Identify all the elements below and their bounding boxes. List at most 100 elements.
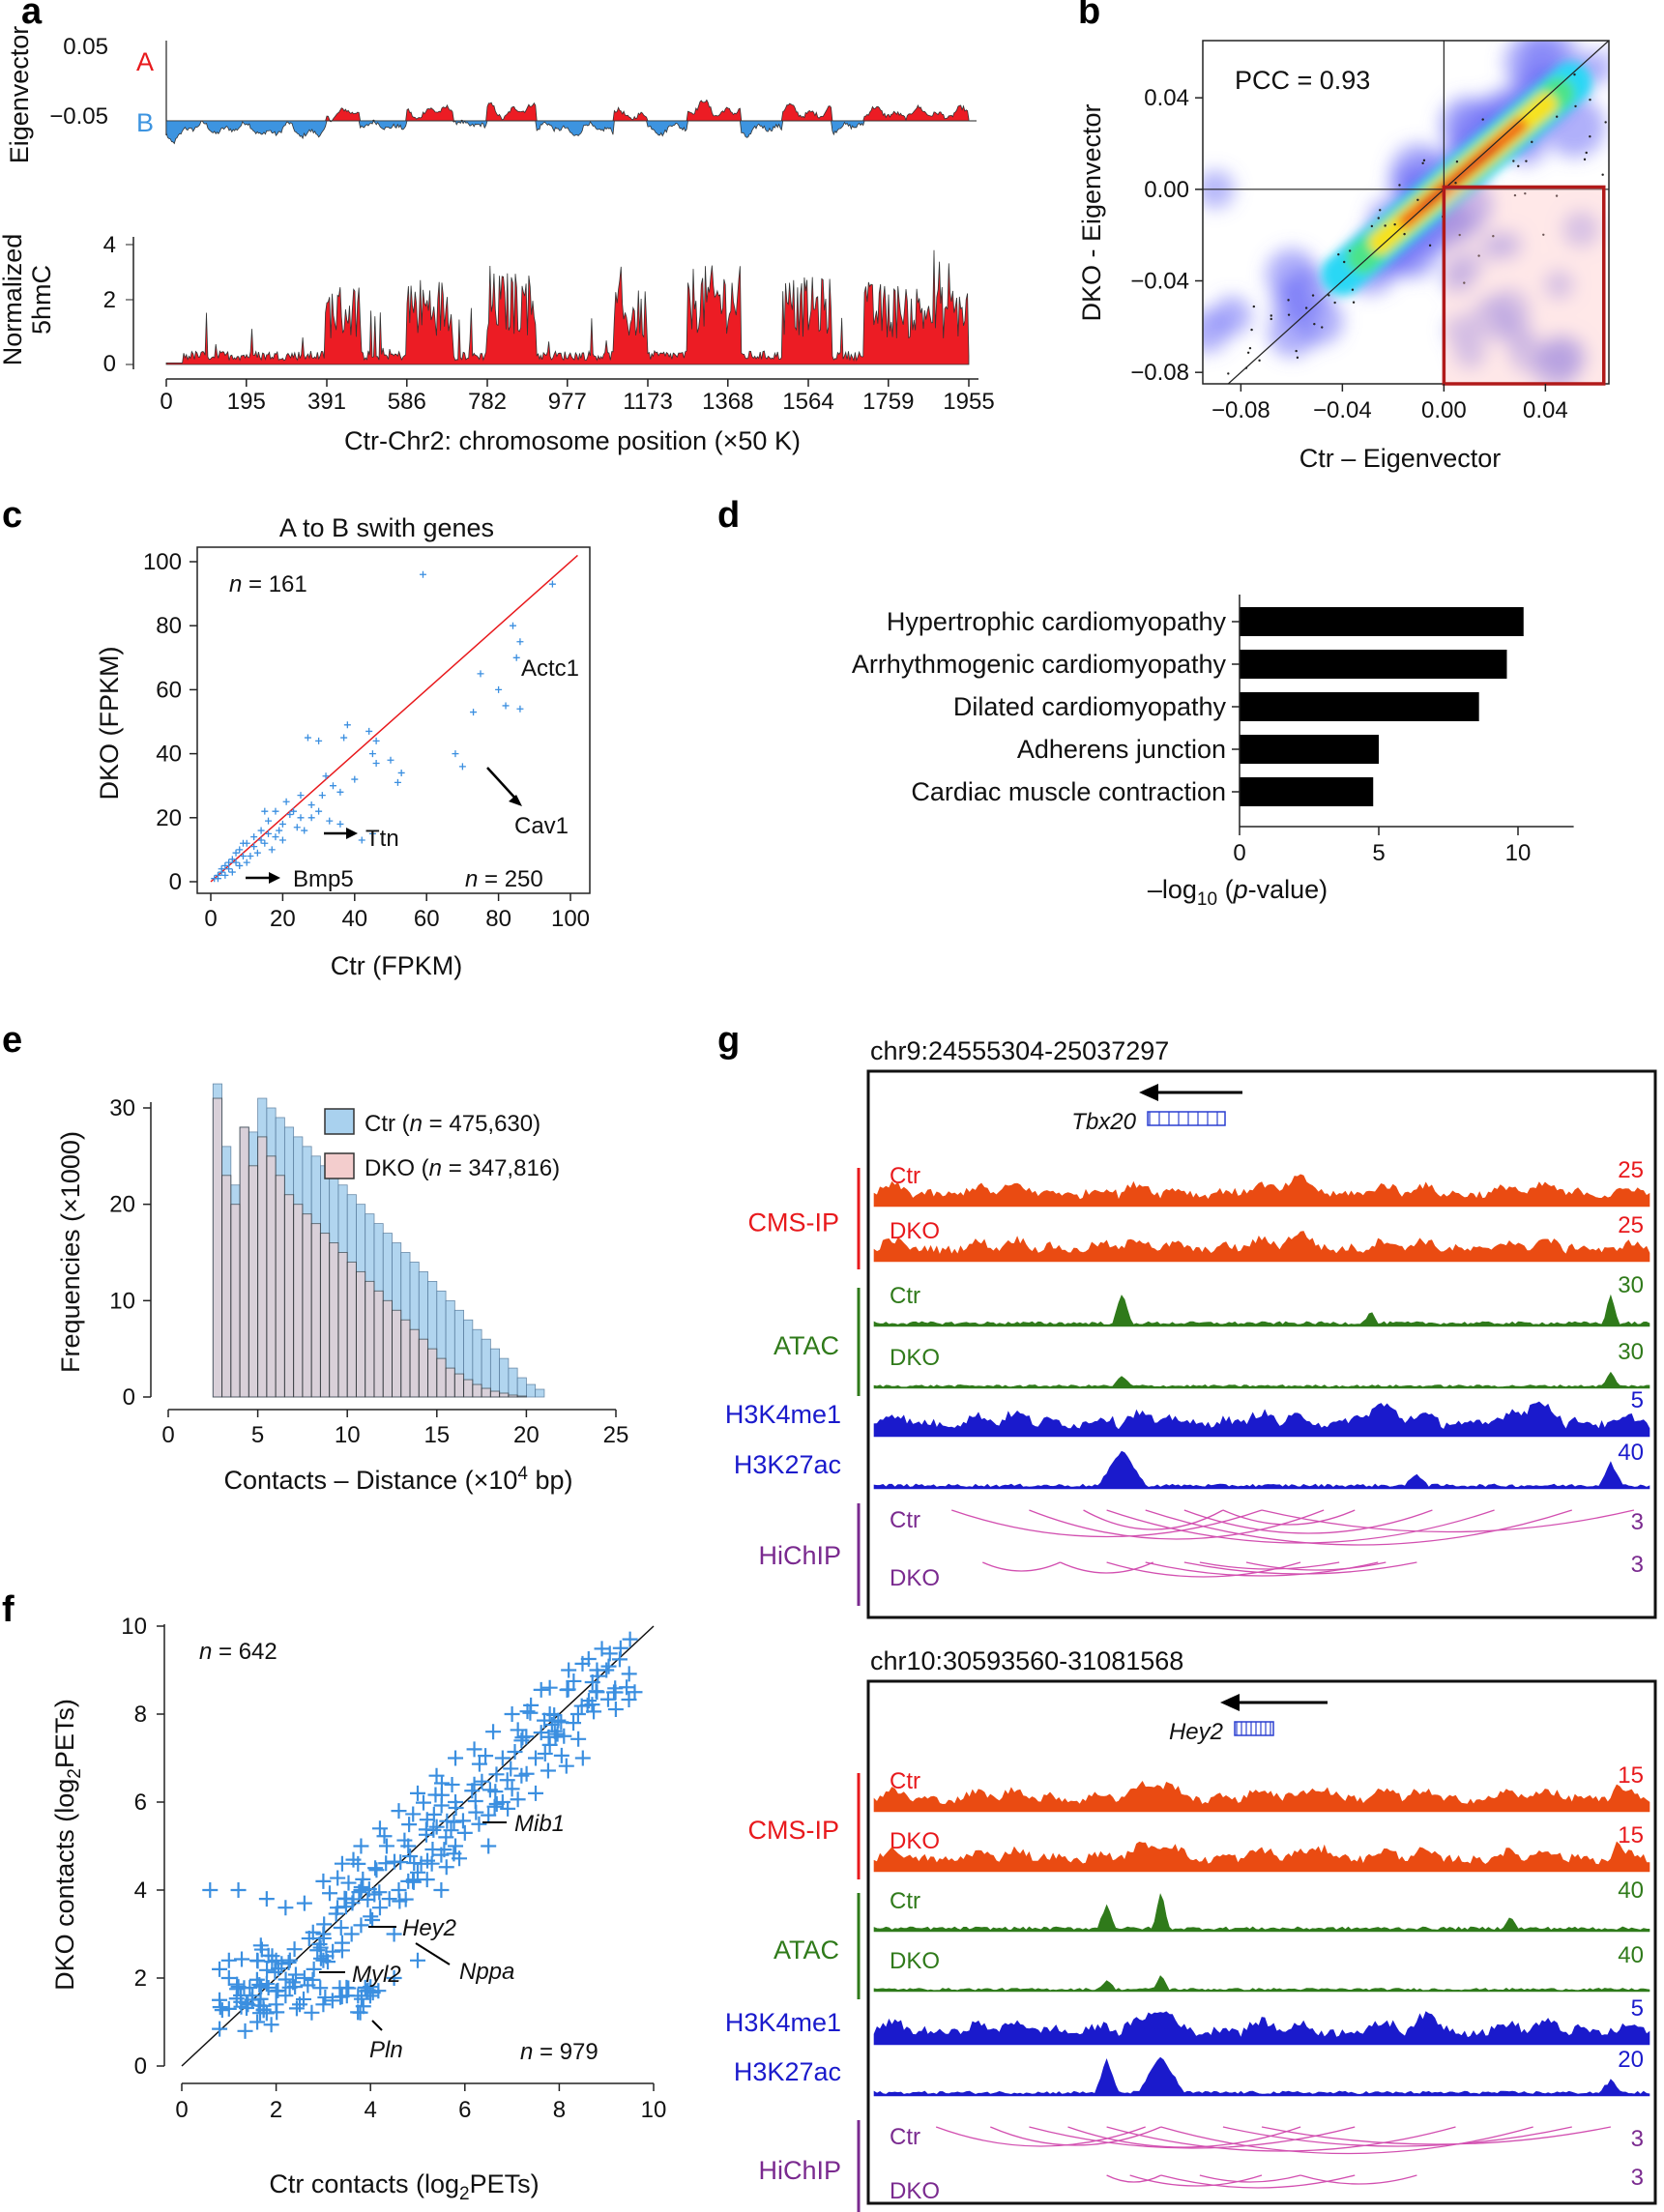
density-dot: [1589, 135, 1591, 138]
sample-label: DKO: [890, 1565, 940, 1591]
legend-dko-text: DKO (n = 347,816): [365, 1155, 560, 1181]
f-y-tick-label: 8: [134, 1702, 147, 1728]
f-point: [230, 1882, 247, 1898]
h3k4me1-track: [873, 1401, 1650, 1438]
f-point: [433, 1882, 450, 1898]
c-points: [211, 570, 556, 883]
f-point: [488, 1795, 505, 1812]
f-y-tick-label: 6: [134, 1790, 147, 1816]
c-point: [221, 861, 229, 869]
c-point: [286, 810, 294, 818]
f-point: [252, 2005, 269, 2022]
f-point: [621, 1666, 637, 1682]
f-point: [594, 1641, 610, 1657]
panel-letter-f: f: [2, 1589, 15, 1630]
c-point: [261, 807, 269, 815]
density-dot: [1555, 115, 1559, 118]
c-arrow-bmp5-head: [269, 872, 280, 884]
density-blob: [1470, 296, 1516, 342]
f-point: [334, 1855, 350, 1872]
c-point: [272, 807, 279, 815]
a-x-tick-label: 1759: [862, 389, 914, 415]
f-point: [277, 1988, 294, 2004]
c-point: [236, 846, 244, 854]
group-label-h3k4me1: H3K4me1: [725, 1400, 841, 1429]
panel-letter-g: g: [717, 1020, 740, 1061]
panel-letter-c: c: [2, 495, 22, 536]
f-point: [443, 1822, 459, 1839]
f-point: [607, 1680, 624, 1697]
e-bar-dko: [266, 1155, 277, 1398]
hichip-dko-arc: [1160, 2174, 1356, 2189]
c-point: [250, 833, 258, 841]
c-point: [315, 737, 323, 744]
a-x-tick-label: 782: [468, 389, 507, 415]
density-dot: [1287, 299, 1290, 302]
panel-e-x-label: Contacts – Distance (×104 bp): [223, 1464, 572, 1495]
panel-f-x-label: Ctr contacts (log2PETs): [269, 2169, 539, 2204]
g-locus2-tracks: Hey2 CMS-IP ATAC H3K4me1 H3K27ac HiChIP Ctr DKO…: [725, 1694, 1650, 2212]
eigenvector-axis-label: Eigenvector: [5, 26, 34, 164]
ev-tick-bottom: −0.05: [49, 103, 108, 130]
f-point: [471, 1816, 487, 1832]
sample-label: DKO: [890, 1345, 940, 1371]
c-n-bottom: n = 250: [465, 866, 543, 892]
f-point: [345, 1891, 362, 1907]
c-point: [221, 871, 229, 879]
f-point: [601, 1645, 618, 1662]
density-blob: [1445, 314, 1477, 347]
atac-ctr-track: [873, 1893, 1650, 1933]
e-bar-dko: [302, 1213, 312, 1398]
hmc-tick-0: 0: [103, 351, 116, 377]
f-point: [267, 1964, 283, 1980]
c-point: [509, 622, 516, 629]
f-point: [573, 1698, 590, 1714]
f-point: [353, 1991, 369, 2007]
e-bar-dko: [212, 1097, 223, 1398]
c-point: [326, 817, 334, 825]
c-point: [272, 833, 279, 841]
c-point: [336, 788, 344, 796]
f-point: [504, 1781, 520, 1797]
f-point: [334, 1942, 350, 1959]
f-point: [378, 1855, 394, 1872]
f-point: [376, 1828, 393, 1845]
cms-ctr-track: [873, 1780, 1650, 1813]
f-point: [448, 1750, 464, 1766]
f-point: [324, 1993, 340, 2009]
f-point: [528, 1750, 543, 1766]
d-category-label: Cardiac muscle contraction: [911, 777, 1226, 806]
density-dot: [1398, 184, 1401, 187]
f-point: [236, 1980, 252, 1996]
panel-a-x-ticks: 0 195 391 586 782 977 1173 1368 1564 1759 1955: [160, 379, 995, 415]
a-x-tick-label: 586: [388, 389, 426, 415]
f-point: [277, 1971, 294, 1988]
f-point: [537, 1745, 553, 1761]
e-bar-dko: [489, 1390, 501, 1398]
a-x-tick-label: 391: [307, 389, 346, 415]
g-locus1-coord: chr9:24555304-25037297: [870, 1036, 1169, 1065]
hichip-ctr-arc: [1222, 2126, 1572, 2147]
e-bar-dko: [481, 1387, 491, 1398]
f-point: [269, 2004, 285, 2021]
density-dot: [1601, 173, 1604, 176]
a-x-tick-label: 195: [227, 389, 266, 415]
density-dot: [1428, 244, 1432, 247]
e-x-tick-label: 25: [603, 1422, 629, 1448]
e-bar-ctr: [526, 1383, 537, 1398]
panel-f: f 0 0 2 2 4 4 6 6 8 8 10 10 n = 642 n = 979 Mib1 He…: [2, 1589, 666, 2204]
e-bar-dko: [436, 1357, 447, 1398]
f-y-tick-label: 0: [134, 2053, 147, 2080]
c-point: [257, 836, 265, 844]
f-point: [428, 1819, 445, 1835]
f-point: [546, 1723, 563, 1739]
density-dot: [1573, 73, 1576, 76]
f-point: [381, 1891, 397, 1907]
c-point: [397, 769, 405, 776]
e-bar-ctr: [508, 1367, 518, 1398]
group-label-hichip: HiChIP: [758, 1541, 841, 1570]
f-point: [584, 1674, 600, 1690]
f-point: [471, 1756, 487, 1772]
f-point: [274, 1956, 290, 1972]
